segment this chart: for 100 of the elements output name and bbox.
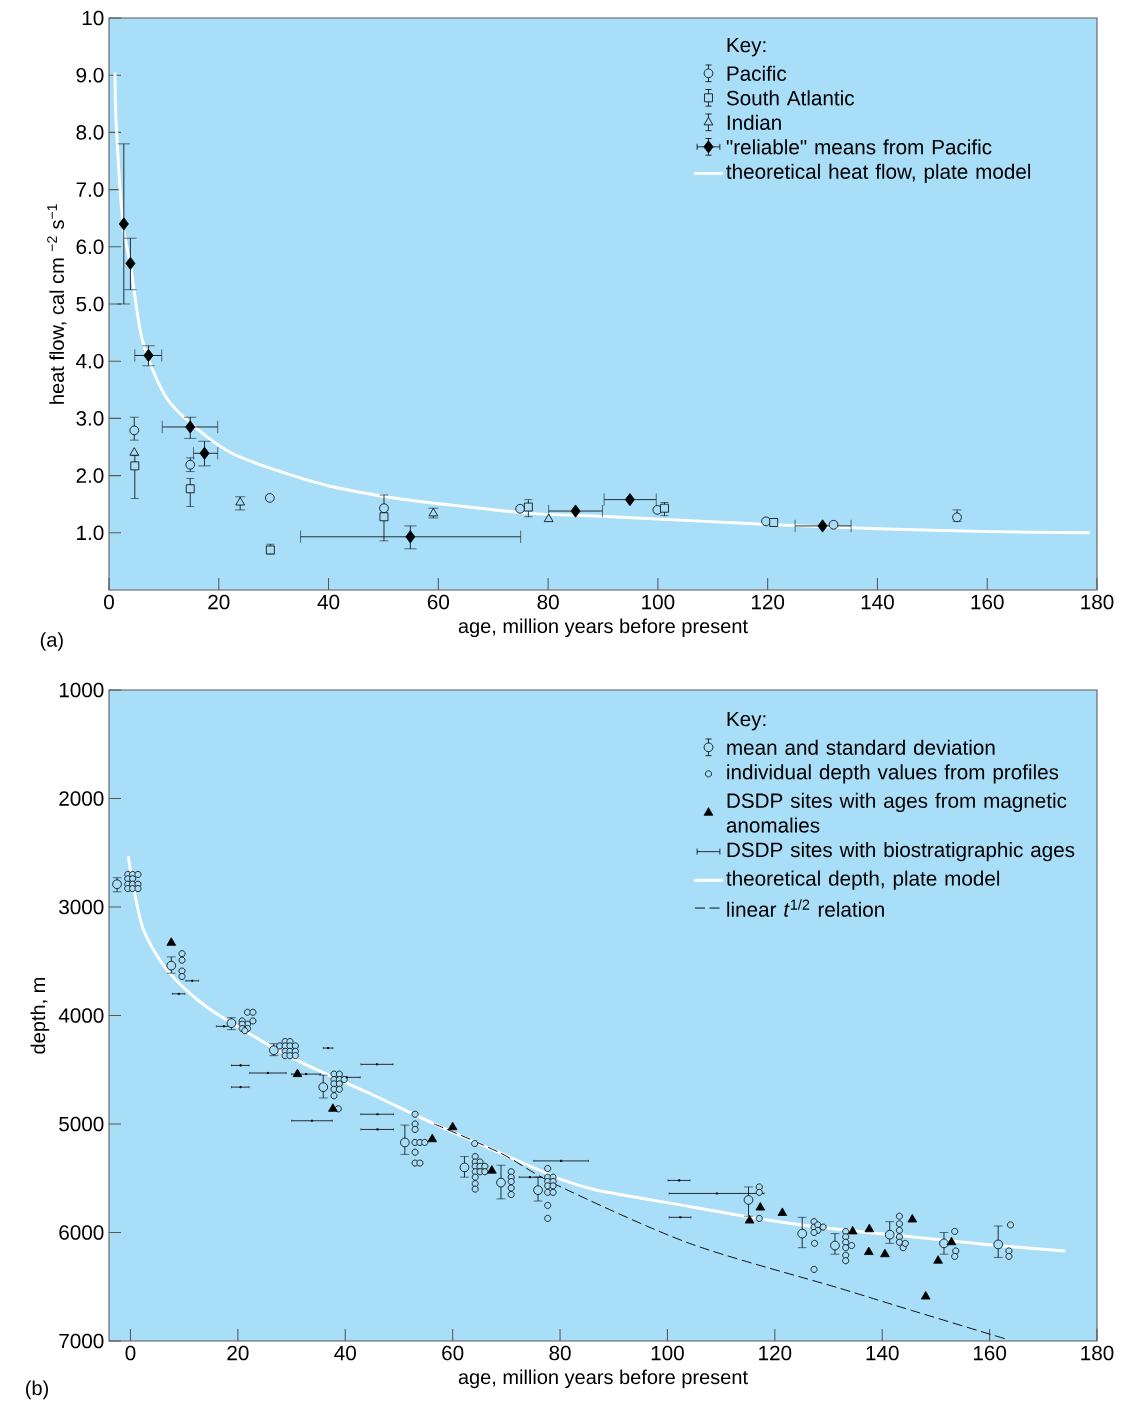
point — [191, 979, 194, 982]
point — [239, 1064, 242, 1067]
x-tick-label: 0 — [125, 1345, 136, 1361]
point — [528, 1176, 532, 1179]
y-tick-label: 2000 — [59, 791, 104, 806]
x-tick-label: 180 — [1081, 594, 1114, 610]
point — [199, 446, 210, 460]
point — [379, 503, 389, 513]
x-tick-label: 160 — [971, 594, 1004, 610]
point — [376, 1113, 379, 1116]
point — [920, 1291, 931, 1300]
x-tick-label: 160 — [973, 1345, 1007, 1361]
point — [830, 1240, 840, 1251]
legend-label: DSDP sites with ages from magnetic anomalies — [726, 792, 1067, 833]
x-tick-label: 140 — [861, 594, 894, 610]
y-tick-label: 10 — [82, 10, 104, 26]
point — [400, 1137, 410, 1148]
point — [166, 960, 177, 971]
x-tick-label: 80 — [549, 1345, 571, 1361]
point — [125, 256, 136, 270]
legend-label: theoretical heat flow, plate model — [726, 163, 1031, 184]
point — [797, 1228, 808, 1239]
point — [405, 530, 416, 544]
point — [679, 1216, 682, 1219]
x-tick-label: 180 — [1081, 1345, 1114, 1361]
text: (b) — [26, 1380, 48, 1400]
point — [376, 1128, 379, 1131]
y-axis-title: heat flow, cal cm $^{−2}$ s$^{−1}$ — [47, 204, 67, 404]
point — [864, 1223, 875, 1233]
point — [559, 1159, 563, 1163]
y-tick-label: 3.0 — [76, 411, 104, 426]
point — [427, 1133, 438, 1143]
x-tick-label: 20 — [208, 594, 230, 610]
point — [185, 484, 195, 494]
point — [864, 1246, 874, 1255]
y-tick-label: 6000 — [59, 1225, 104, 1240]
x-tick-label: 120 — [759, 1345, 792, 1361]
x-tick-label: 80 — [537, 594, 559, 610]
point — [817, 519, 828, 533]
y-tick-label: 4.0 — [76, 353, 104, 369]
point — [660, 503, 669, 513]
x-tick-label: 60 — [427, 594, 450, 610]
point — [292, 1068, 303, 1078]
point — [222, 1025, 226, 1028]
legend-label: Pacific — [727, 65, 787, 81]
x-tick-label: 40 — [317, 594, 340, 610]
point — [993, 1239, 1003, 1250]
point — [755, 1202, 766, 1211]
x-tick-label: 140 — [866, 1345, 899, 1361]
point — [880, 1248, 890, 1258]
x-tick-label: 100 — [651, 1345, 684, 1361]
x-tick-label: 0 — [104, 594, 114, 610]
y-tick-label: 5.0 — [76, 296, 104, 312]
point — [933, 1255, 943, 1264]
point — [447, 1121, 458, 1131]
x-axis-title: age, million years before present — [458, 618, 748, 638]
point — [743, 1195, 754, 1205]
point — [939, 1238, 949, 1249]
point — [884, 1229, 895, 1240]
x-tick-label: 100 — [642, 594, 675, 610]
legend-title: Key: — [727, 37, 766, 57]
legend-label: theoretical depth, plate model — [726, 870, 1000, 890]
point — [118, 217, 129, 231]
legend-label: South Atlantic — [726, 90, 855, 106]
y-tick-label: 7.0 — [76, 182, 104, 197]
y-tick-label: 8.0 — [76, 125, 104, 140]
x-tick-label: 120 — [751, 594, 785, 610]
point — [543, 513, 554, 522]
point — [379, 512, 389, 522]
point — [318, 1082, 329, 1092]
point — [761, 516, 771, 527]
point — [185, 420, 196, 434]
point — [515, 503, 525, 514]
x-tick-label: 60 — [442, 1345, 464, 1361]
point — [496, 1177, 506, 1188]
y-tick-label: 2.0 — [76, 468, 104, 483]
y-tick-label: 7000 — [59, 1333, 104, 1349]
y-tick-label: 1.0 — [77, 525, 104, 541]
point — [129, 425, 140, 436]
point — [265, 493, 275, 503]
point — [310, 1119, 314, 1122]
point — [828, 519, 839, 530]
x-axis-title: age, million years before present — [458, 1369, 748, 1389]
legend-label: mean and standard deviation — [727, 739, 995, 755]
point — [166, 937, 177, 946]
point — [624, 493, 635, 507]
point — [375, 1063, 379, 1066]
legend-title: Key: — [727, 711, 766, 731]
point — [459, 1162, 470, 1173]
point — [946, 1236, 957, 1246]
legend-label: Indian — [727, 114, 781, 130]
point — [715, 1192, 718, 1195]
legend-label: DSDP sites with biostratigraphic ages — [727, 842, 1075, 862]
legend-label: individual depth values from profiles — [727, 764, 1059, 784]
point — [326, 1046, 330, 1050]
point — [239, 1085, 242, 1089]
y-tick-label: 9.0 — [76, 67, 104, 83]
y-axis-title: depth, m — [30, 977, 50, 1054]
y-tick-label: 4000 — [58, 1008, 104, 1023]
point — [533, 1185, 543, 1195]
